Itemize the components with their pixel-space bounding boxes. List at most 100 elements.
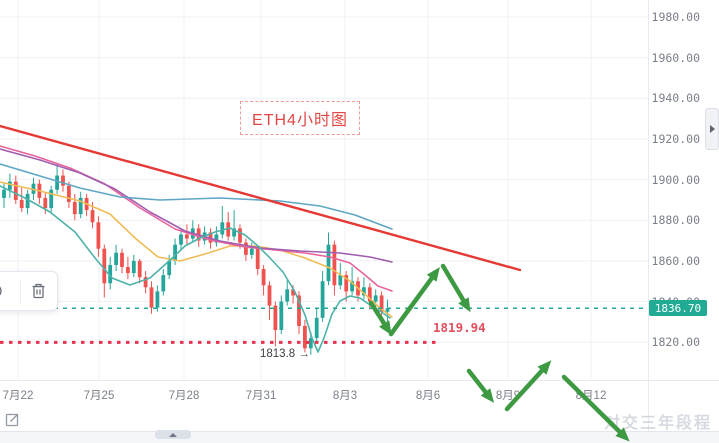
candle-body [126, 266, 130, 274]
trendline[interactable] [0, 124, 522, 272]
candle-body [173, 244, 177, 261]
candle-body [285, 289, 290, 302]
time-axis-label: 7月28 [168, 390, 200, 402]
candle-body [232, 228, 236, 237]
low-price-annotation[interactable]: 1813.8 → [260, 348, 310, 360]
candle-body [61, 175, 65, 186]
circle-tool-button[interactable] [0, 272, 20, 310]
ma-blue [0, 163, 393, 230]
candle-body [78, 197, 83, 215]
candle-body [244, 242, 248, 255]
price-axis-label: 1960.00 [651, 50, 700, 65]
candle-body [96, 222, 101, 249]
candle-body [373, 295, 378, 302]
right-panel-handle[interactable] [705, 108, 719, 150]
candle-body [149, 287, 154, 308]
support-price-annotation[interactable]: 1819.94 [433, 320, 486, 335]
candle-body [255, 248, 260, 270]
candles [2, 163, 390, 355]
candle-body [267, 285, 272, 306]
candle-body [161, 275, 166, 292]
edit-note-button[interactable] [5, 411, 23, 429]
candle-body [114, 252, 118, 265]
candle-body [102, 248, 107, 284]
toolbar-divider [20, 279, 21, 303]
edit-icon [5, 413, 19, 427]
candle-body [326, 244, 331, 282]
candle-body [332, 244, 337, 286]
bottom-bar [0, 431, 719, 443]
candle-body [155, 291, 160, 308]
trash-icon [32, 283, 45, 299]
candle-body [220, 222, 225, 235]
candle-body [291, 289, 295, 296]
candle-body [320, 281, 325, 318]
candle-body [385, 308, 390, 312]
price-axis-label: 1820.00 [651, 335, 700, 350]
candle-body [2, 189, 6, 198]
candle-body [338, 275, 343, 286]
candle-body [13, 181, 18, 200]
candle-body [344, 275, 349, 292]
candle-body [25, 193, 30, 209]
time-axis-label: 7月31 [245, 390, 277, 402]
time-axis-separator [0, 380, 719, 381]
ma-purple [0, 148, 393, 263]
price-axis-separator [648, 0, 649, 443]
candle-body [131, 260, 136, 274]
chevron-right-icon [709, 125, 715, 133]
time-axis-label: 8月12 [575, 390, 607, 402]
candle-body [249, 248, 254, 255]
time-axis-label: 7月22 [2, 390, 34, 402]
candle-body [261, 269, 266, 286]
candle-body [279, 301, 284, 331]
candlestick-chart[interactable] [0, 0, 648, 431]
expand-panel-button[interactable] [155, 430, 191, 439]
candle-body [72, 201, 77, 215]
candle-body [179, 234, 183, 245]
price-axis-label: 1880.00 [651, 213, 700, 228]
candle-body [55, 175, 59, 190]
candle-body [314, 317, 319, 339]
candle-body [19, 199, 24, 209]
chevron-up-icon [169, 432, 177, 437]
time-axis-label: 7月25 [83, 390, 115, 402]
price-axis-label: 1920.00 [651, 131, 700, 146]
candle-body [367, 287, 372, 302]
candle-body [67, 185, 71, 202]
candle-body [308, 338, 313, 349]
candle-body [43, 197, 48, 209]
chart-title-note[interactable]: ETH4小时图 [240, 101, 360, 135]
circle-icon [0, 287, 2, 295]
price-axis-label: 1980.00 [651, 10, 700, 24]
candle-body [8, 181, 12, 190]
candle-body [214, 234, 219, 243]
candle-body [303, 325, 307, 349]
candle-body [273, 305, 278, 331]
candle-body [143, 277, 148, 288]
time-axis-label: 8月6 [415, 390, 441, 402]
watermark-text: 对交三年段程 [604, 415, 713, 432]
candle-body [108, 264, 113, 284]
drawing-toolbar [0, 271, 58, 311]
candle-body [120, 252, 124, 267]
time-axis-label: 8月3 [332, 390, 358, 402]
price-axis-label: 1860.00 [651, 253, 700, 268]
candle-body [297, 295, 301, 326]
current-price-badge: 1836.70 [649, 300, 707, 317]
price-axis-label: 1900.00 [651, 172, 700, 187]
price-axis-label: 1940.00 [651, 91, 700, 106]
candle-body [90, 210, 95, 223]
candle-body [226, 222, 231, 237]
candle-body [185, 234, 189, 239]
ma-yellow [0, 181, 393, 318]
candle-body [49, 189, 54, 209]
candle-body [350, 281, 354, 292]
delete-drawing-button[interactable] [21, 272, 56, 310]
candle-body [137, 260, 142, 278]
ma-teal [0, 185, 391, 353]
candle-body [362, 287, 366, 296]
candle-body [167, 260, 172, 276]
time-axis-label: 8月9 [495, 390, 521, 402]
